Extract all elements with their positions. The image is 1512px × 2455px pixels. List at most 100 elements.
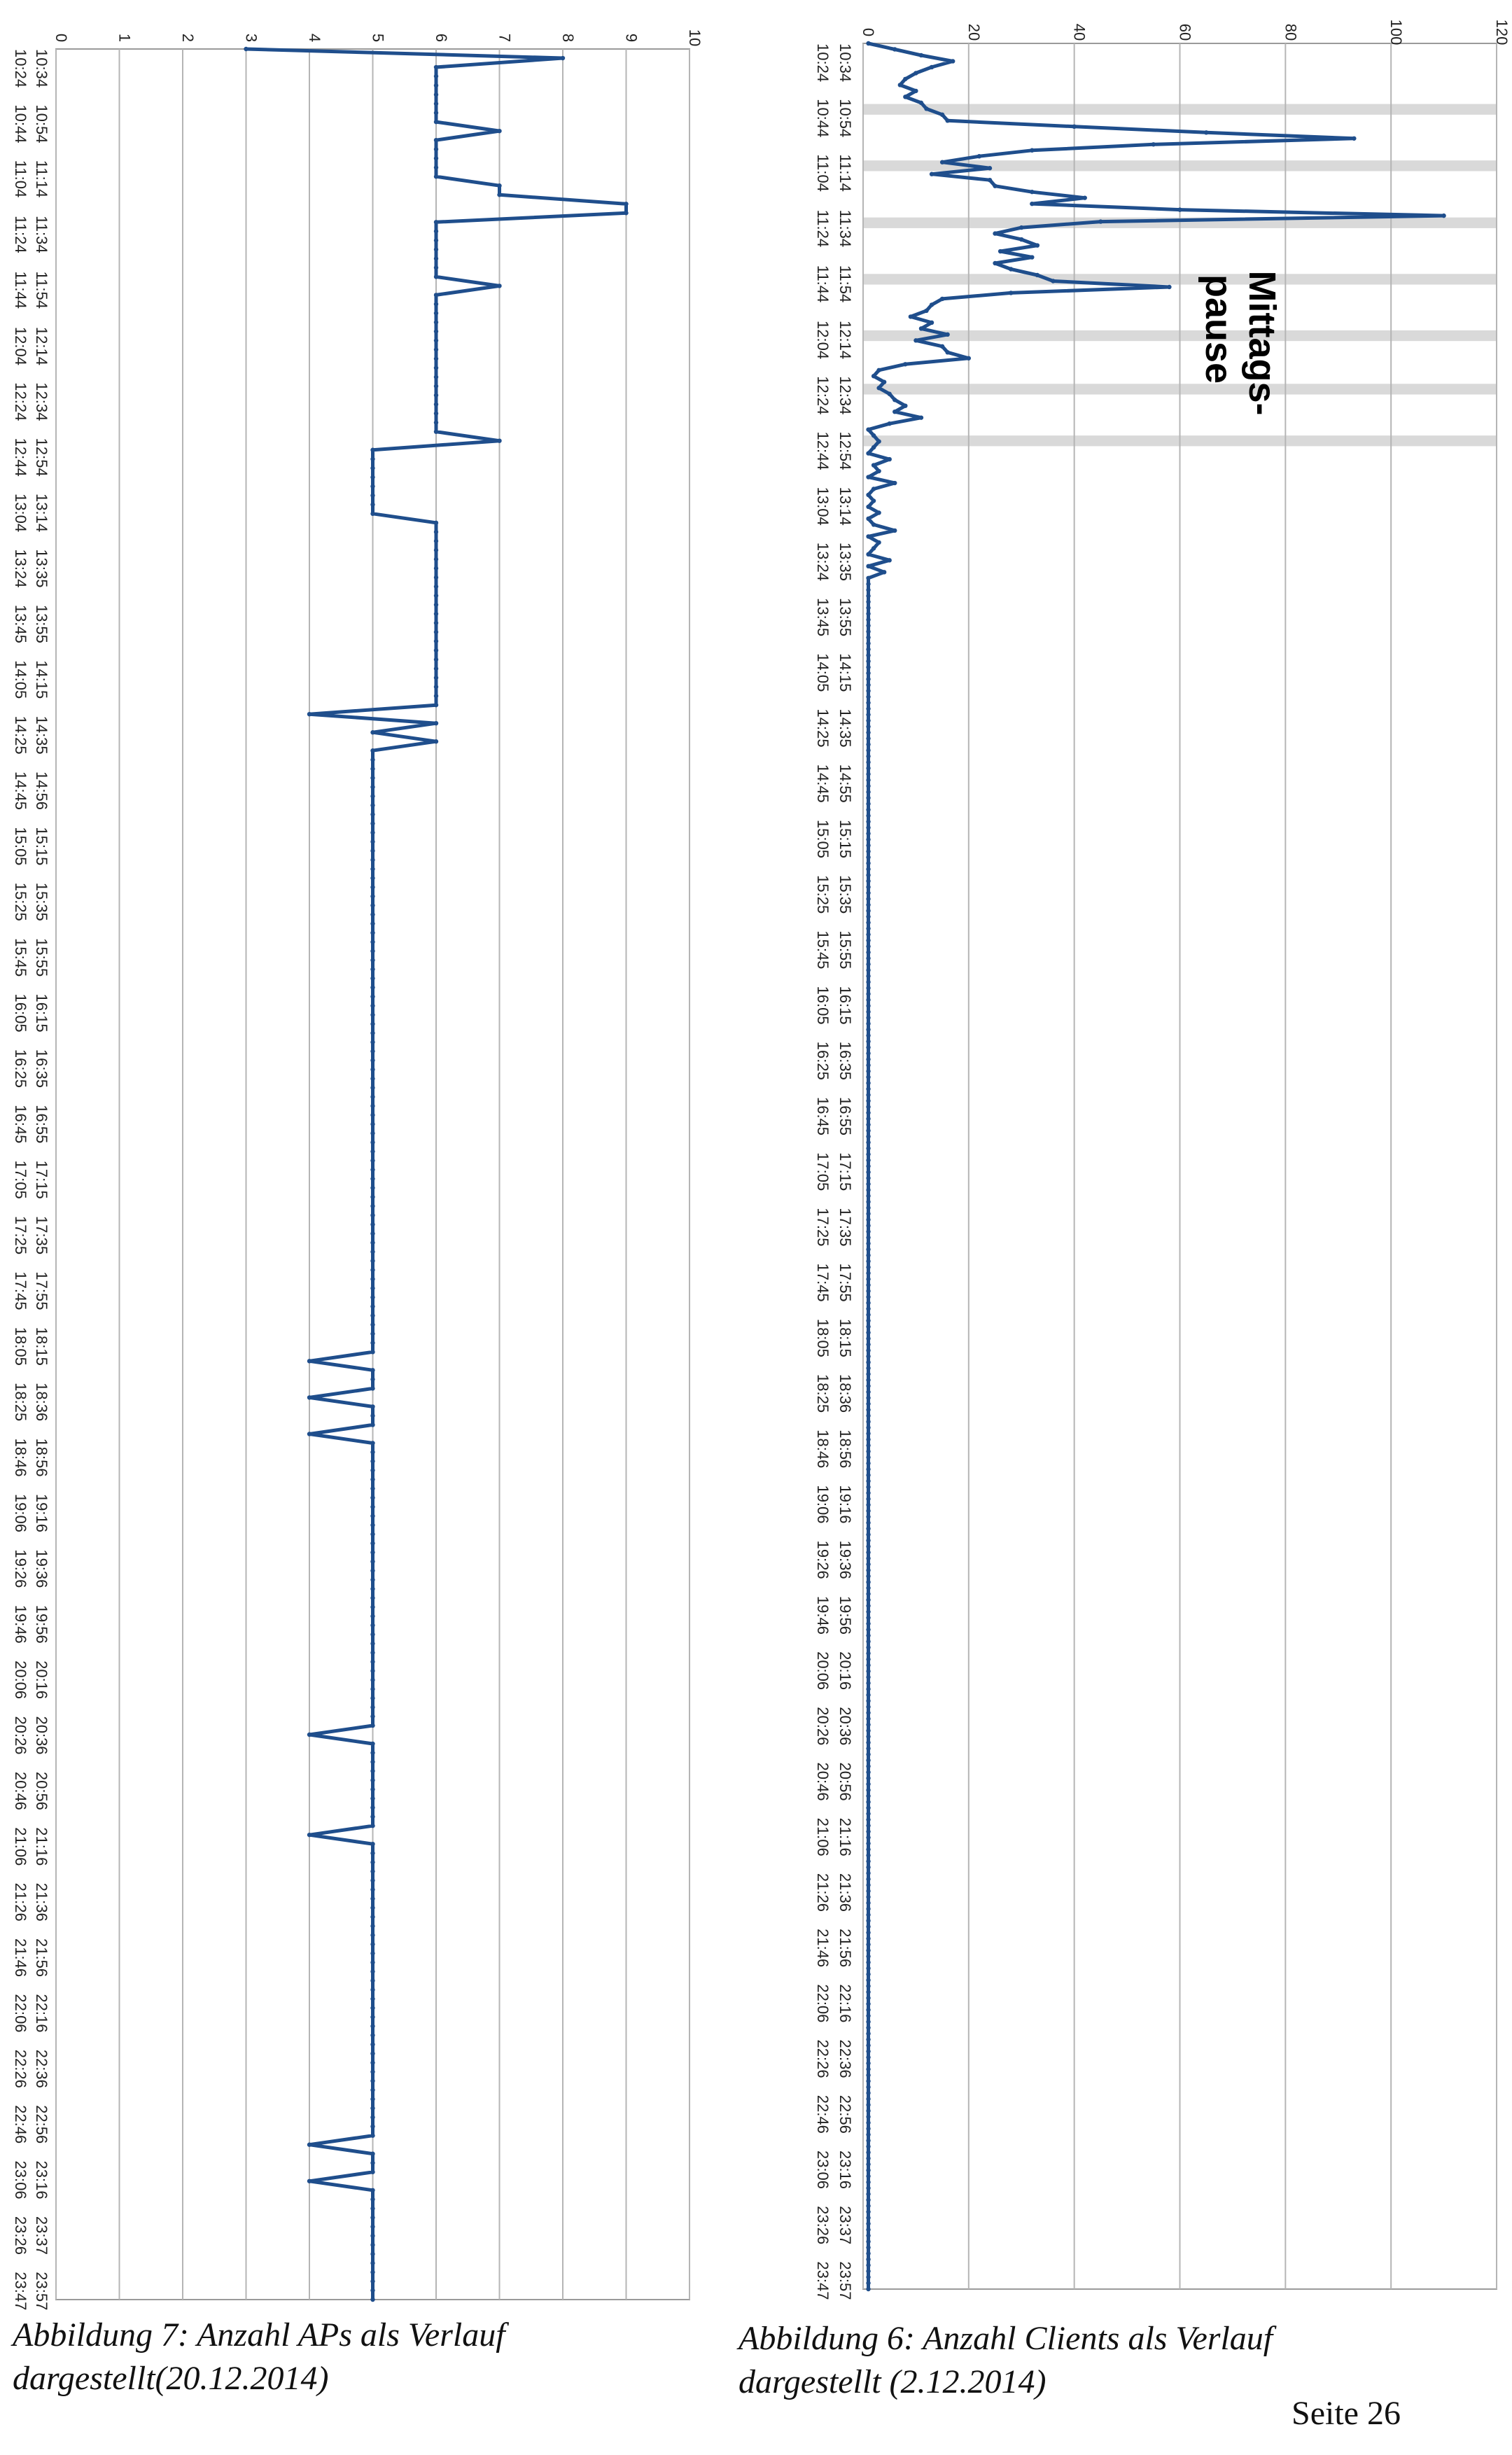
aps-time-tick-label: 20:46: [12, 1772, 29, 1810]
aps-data-point: [370, 1695, 375, 1701]
clients-time-tick-label: 12:54: [836, 431, 854, 470]
aps-data-point: [433, 247, 439, 252]
clients-data-point: [866, 1805, 871, 1810]
aps-data-point: [370, 1559, 375, 1564]
clients-data-point: [866, 1467, 871, 1472]
clients-data-point: [866, 950, 871, 955]
aps-data-point: [370, 2015, 375, 2020]
aps-data-point: [370, 2051, 375, 2056]
clients-data-point: [866, 2192, 871, 2197]
aps-time-tick-label: 15:55: [33, 938, 50, 977]
aps-data-point: [370, 2006, 375, 2010]
aps-time-tick-label: 16:15: [33, 994, 50, 1033]
aps-data-point: [370, 1741, 375, 1747]
aps-data-point: [370, 2224, 375, 2230]
clients-data-point: [951, 59, 955, 64]
aps-time-tick-label: 22:56: [33, 2105, 50, 2143]
aps-data-point: [370, 502, 375, 508]
aps-data-point: [370, 1513, 375, 1518]
aps-time-tick-label: 22:36: [33, 2050, 50, 2088]
clients-data-point: [866, 962, 871, 967]
clients-data-point: [866, 1627, 871, 1632]
clients-data-point: [866, 1722, 871, 1727]
clients-data-point: [866, 475, 871, 480]
clients-data-point: [866, 534, 871, 539]
clients-data-point: [866, 1597, 871, 1602]
clients-data-point: [866, 2120, 871, 2125]
aps-data-point: [370, 867, 375, 872]
clients-data-point: [866, 587, 871, 592]
clients-data-point: [876, 510, 881, 515]
caption-aps: Abbildung 7: Anzahl APs als Verlauf darg…: [13, 2314, 685, 2400]
clients-time-tick-label: 15:35: [836, 875, 854, 914]
aps-time-tick-label: 13:24: [12, 549, 29, 587]
clients-annotation-line2: pause: [1198, 274, 1240, 384]
aps-time-tick-label: 18:25: [12, 1383, 29, 1421]
clients-data-point: [866, 926, 871, 931]
aps-data-point: [433, 83, 439, 88]
aps-data-point: [433, 119, 439, 125]
aps-data-point: [370, 2215, 375, 2220]
clients-data-point: [866, 564, 871, 569]
clients-time-tick-label: 21:16: [836, 1818, 854, 1856]
aps-data-point: [370, 776, 375, 781]
clients-data-point: [866, 1811, 871, 1817]
clients-data-point: [913, 338, 918, 343]
clients-time-tick-label: 23:26: [814, 2206, 832, 2244]
clients-data-point: [866, 611, 871, 616]
clients-time-tick-label: 12:34: [836, 376, 854, 414]
aps-time-tick-label: 12:24: [12, 382, 29, 421]
aps-data-point: [370, 1915, 375, 1919]
clients-time-tick-label: 15:55: [836, 930, 854, 969]
aps-value-tick-label: 7: [496, 34, 514, 42]
aps-data-point: [370, 447, 375, 452]
clients-data-point: [866, 1716, 871, 1721]
clients-value-tick-label: 120: [1493, 20, 1511, 46]
aps-time-tick-label: 23:06: [12, 2161, 29, 2199]
clients-data-point: [866, 1217, 871, 1222]
aps-data-point: [370, 1905, 375, 1910]
aps-time-tick-label: 20:56: [33, 1772, 50, 1810]
clients-data-point: [866, 2144, 871, 2149]
clients-data-point: [866, 1395, 871, 1401]
aps-data-point: [370, 1267, 375, 1273]
clients-data-point: [866, 914, 871, 919]
clients-data-point: [866, 1960, 871, 1965]
aps-value-tick-label: 5: [370, 34, 387, 42]
clients-data-point: [903, 76, 908, 82]
clients-data-point: [866, 1021, 871, 1026]
clients-data-point: [866, 1490, 871, 1495]
clients-data-point: [993, 231, 997, 236]
clients-data-point: [903, 95, 908, 99]
clients-time-tick-label: 14:35: [836, 709, 854, 748]
aps-data-point: [433, 547, 439, 553]
clients-data-point: [866, 659, 871, 664]
aps-data-point: [370, 1194, 375, 1200]
clients-data-point: [903, 362, 908, 367]
clients-data-point: [866, 1443, 871, 1448]
clients-time-tick-label: 12:24: [814, 376, 832, 414]
aps-data-point: [370, 2069, 375, 2074]
clients-data-point: [918, 53, 924, 58]
aps-data-point: [433, 611, 439, 617]
clients-data-point: [866, 1194, 871, 1198]
clients-data-point: [866, 492, 871, 498]
aps-data-point: [370, 1951, 375, 1956]
clients-data-point: [876, 439, 881, 444]
clients-data-point: [1035, 243, 1040, 248]
clients-data-point: [997, 249, 1003, 254]
clients-time-tick-label: 21:56: [836, 1929, 854, 1967]
aps-data-point: [370, 1413, 375, 1418]
clients-time-tick-label: 11:34: [836, 210, 854, 247]
aps-time-tick-label: 22:26: [12, 2050, 29, 2088]
aps-data-point: [370, 1550, 375, 1555]
clients-data-point: [866, 819, 871, 824]
aps-time-tick-label: 12:44: [12, 438, 29, 477]
aps-data-point: [370, 1058, 375, 1063]
clients-data-point: [866, 1924, 871, 1929]
clients-data-point: [945, 332, 950, 337]
clients-data-point: [866, 1734, 871, 1739]
aps-data-point: [370, 2260, 375, 2266]
clients-data-point: [866, 2055, 871, 2060]
aps-time-tick-label: 12:14: [33, 327, 50, 365]
